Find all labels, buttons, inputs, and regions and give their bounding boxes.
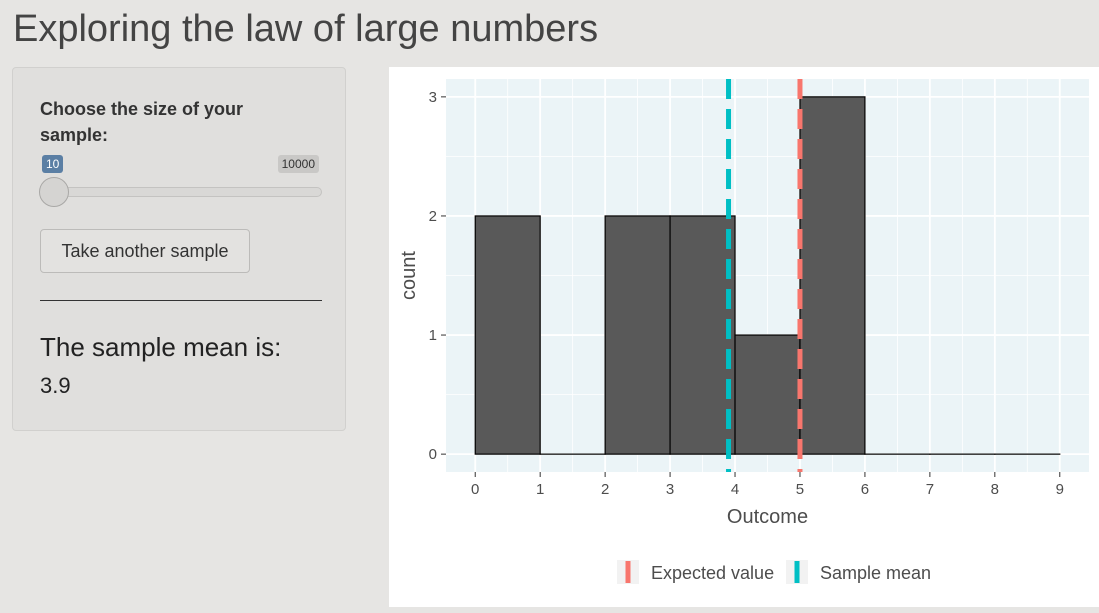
x-tick-label: 4 [731,481,739,498]
sample-mean-label: The sample mean is: [40,332,282,362]
sample-size-slider-handle[interactable] [39,177,69,207]
histogram-bar [604,215,671,455]
histogram-chart: 0 1 2 3 0 1 2 3 4 5 6 7 8 9 Outcome count Expected value… [398,79,1089,584]
histogram-bar [799,96,866,455]
sidebar-panel: Choose the size of your sample: 10 10000… [12,67,346,431]
histogram-bar [734,334,801,455]
y-tick-label: 0 [429,446,437,463]
legend-label: Expected value [651,563,774,583]
x-tick-label: 1 [536,481,544,498]
x-tick-label: 8 [991,481,999,498]
sample-size-slider-track[interactable] [40,187,322,197]
histogram-bar [474,215,541,455]
plot-panel: 0 1 2 3 0 1 2 3 4 5 6 7 8 9 Outcome count Expected value… [389,67,1099,607]
slider-max-badge: 10000 [277,155,319,173]
x-tick-label: 6 [861,481,869,498]
x-tick-label: 5 [796,481,804,498]
slider-label: Choose the size of your sample: [40,99,244,145]
x-tick-label: 9 [1056,481,1064,498]
legend-label: Sample mean [820,563,931,583]
x-axis-title: Outcome [727,506,808,528]
sample-mean-value: 3.9 [40,373,71,398]
take-another-sample-button[interactable]: Take another sample [40,229,250,273]
slider-min-badge: 10 [42,155,64,173]
y-axis-title: count [398,251,420,300]
page-title: Exploring the law of large numbers [13,8,599,50]
x-tick-label: 3 [666,481,674,498]
y-tick-label: 3 [429,89,437,106]
divider [40,300,322,301]
x-tick-label: 2 [601,481,609,498]
x-tick-label: 0 [471,481,479,498]
y-tick-label: 1 [429,327,437,344]
x-tick-label: 7 [926,481,934,498]
histogram-bar [669,215,736,455]
y-tick-label: 2 [429,208,437,225]
